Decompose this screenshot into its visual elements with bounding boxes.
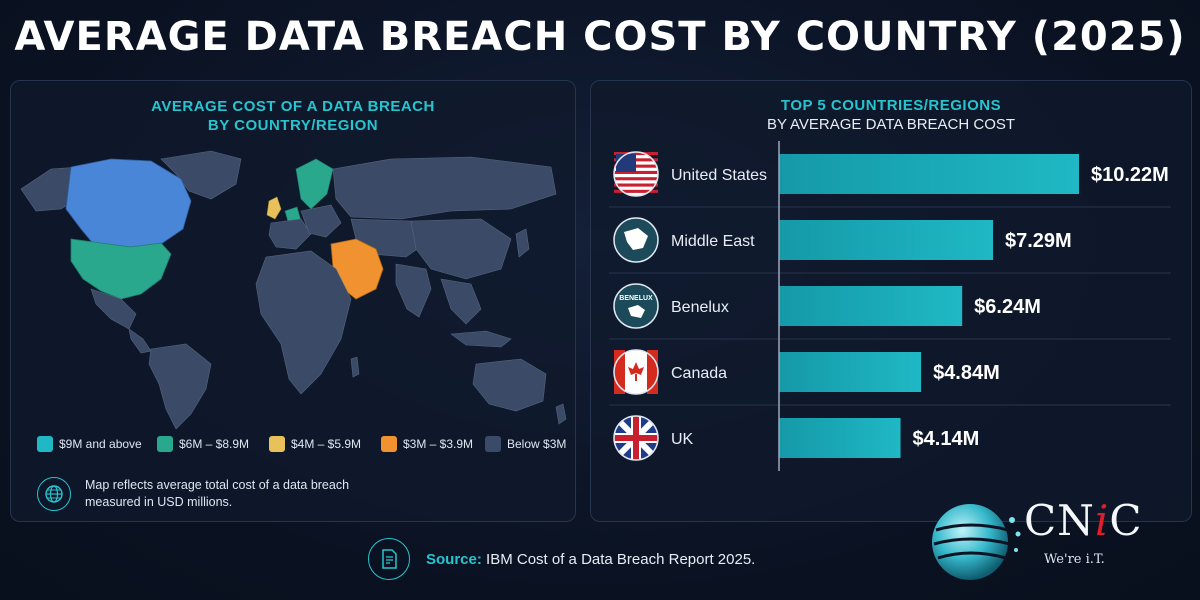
bar [779,286,963,326]
legend-label: $3M – $3.9M [403,437,474,451]
legend-swatch [269,436,285,452]
legend-item: Below $3M [485,436,566,452]
map-africa [255,250,352,395]
map-title-line2: BY COUNTRY/REGION [207,117,379,134]
us-flag-icon [613,151,659,197]
source-value: IBM Cost of a Data Breach Report 2025. [486,550,756,568]
canada-flag-icon [613,349,659,395]
value-label: $10.22M [1091,164,1169,186]
chart-title-line1: TOP 5 COUNTRIES/REGIONS [780,97,1002,114]
bar [779,154,1079,194]
legend-swatch [157,436,173,452]
uk-flag-icon [613,415,659,461]
map-south-america [148,343,212,429]
globe-icon [37,477,71,511]
legend-label: $9M and above [59,437,142,451]
logo-part3: C [1109,496,1143,545]
map-legend: $9M and above $6M – $8.9M $4M – $5.9M $3… [37,436,577,456]
map-new-zealand [555,403,567,425]
category-label: Canada [671,365,727,382]
category-label: Middle East [671,233,755,250]
map-uk [266,196,282,220]
value-label: $7.29M [1005,230,1072,252]
legend-label: $6M – $8.9M [179,437,250,451]
chart-subtitle: BY AVERAGE DATA BREACH COST [766,116,1016,133]
logo-sphere-icon [932,504,1021,580]
map-central-europe [300,204,342,238]
map-madagascar [350,356,360,378]
benelux-map-icon: BENELUX [613,283,659,329]
footer: Source: IBM Cost of a Data Breach Report… [368,538,755,580]
legend-swatch [381,436,397,452]
value-label: $4.84M [933,362,1000,384]
map-title: AVERAGE COST OF A DATA BREACH BY COUNTRY… [11,97,575,135]
bar [779,220,993,260]
bar-chart: United States $10.22M Middle East $7.29M BEN… [609,141,1171,471]
map-greenland [160,150,242,200]
legend-swatch [485,436,501,452]
world-map [20,150,567,429]
map-usa [70,238,172,300]
bar [779,418,901,458]
map-title-line1: AVERAGE COST OF A DATA BREACH [151,98,435,115]
page-title: AVERAGE DATA BREACH COST BY COUNTRY (202… [14,14,1186,60]
legend-item: $9M and above [37,436,142,452]
map-scandinavia [295,158,334,210]
bar [779,352,922,392]
source-label: Source: [426,550,482,568]
legend-label: Below $3M [507,437,567,451]
logo-part1: CN [1024,496,1095,545]
category-label: United States [671,167,767,184]
chart-panel: TOP 5 COUNTRIES/REGIONS BY AVERAGE DATA … [590,80,1192,522]
benelux-badge-text: BENELUX [619,295,653,302]
document-icon [368,538,410,580]
map-central-america [128,328,152,354]
logo-wordmark: CNiC [1024,496,1142,545]
map-russia [332,156,557,220]
map-indonesia [450,330,512,348]
category-label: Benelux [671,299,729,316]
legend-item: $4M – $5.9M [269,436,361,452]
map-china [410,218,512,280]
category-label: UK [671,431,694,448]
legend-label: $4M – $5.9M [291,437,362,451]
middle-east-map-icon [613,217,659,263]
map-note: Map reflects average total cost of a dat… [37,477,385,511]
legend-swatch [37,436,53,452]
map-australia [472,358,547,412]
logo-tagline: We're i.T. [1044,552,1105,567]
value-label: $6.24M [974,296,1041,318]
map-west-europe [268,218,312,250]
map-southeast-asia [440,278,482,325]
logo-part2: i [1094,496,1110,545]
chart-title: TOP 5 COUNTRIES/REGIONS BY AVERAGE DATA … [591,96,1191,134]
map-japan [515,228,530,258]
map-note-text: Map reflects average total cost of a dat… [85,478,350,509]
legend-item: $6M – $8.9M [157,436,249,452]
map-panel: AVERAGE COST OF A DATA BREACH BY COUNTRY… [10,80,576,522]
map-india [395,263,432,318]
value-label: $4.14M [913,428,980,450]
legend-item: $3M – $3.9M [381,436,473,452]
cnic-logo: CNiC We're i.T. [924,490,1164,590]
source-text: Source: IBM Cost of a Data Breach Report… [426,551,755,568]
map-canada [65,158,192,250]
